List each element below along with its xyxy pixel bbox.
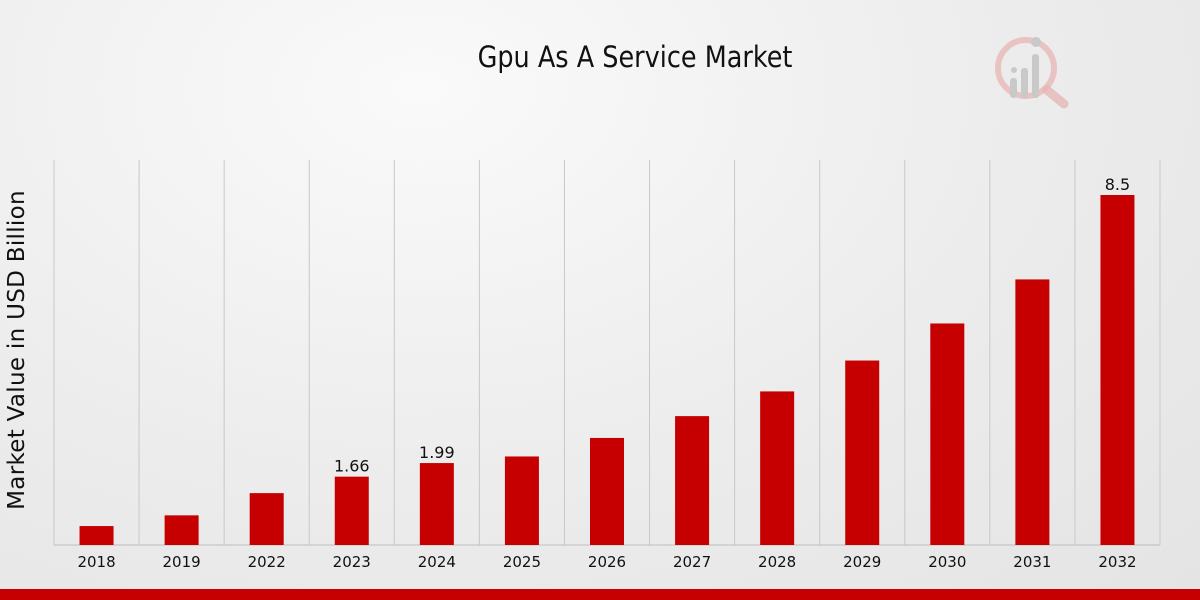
bar-2024	[419, 463, 454, 545]
x-tick-label-2023: 2023	[333, 553, 371, 571]
bar-2031	[1015, 279, 1050, 545]
bar-2025	[504, 456, 539, 545]
data-label-2032: 8.5	[1105, 175, 1130, 194]
bar-2032	[1100, 195, 1135, 545]
data-label-2024: 1.99	[419, 443, 455, 462]
bar-2030	[930, 323, 965, 545]
bottom-accent-bar	[0, 589, 1200, 600]
bar-2018	[79, 526, 114, 545]
data-label-2023: 1.66	[334, 457, 370, 476]
bar-2026	[590, 437, 624, 545]
x-tick-label-2024: 2024	[418, 553, 456, 571]
bar-2022	[249, 493, 284, 545]
bar-2029	[845, 360, 880, 545]
x-tick-label-2029: 2029	[843, 553, 881, 571]
x-tick-label-2019: 2019	[163, 553, 201, 571]
magnifier-bar-chart-icon	[995, 37, 1069, 109]
x-tick-label-2030: 2030	[928, 553, 966, 571]
x-tick-label-2026: 2026	[588, 553, 626, 571]
x-tick-label-2027: 2027	[673, 553, 711, 571]
bar-2027	[675, 416, 710, 545]
chart-title: Gpu As A Service Market	[477, 40, 793, 74]
x-tick-label-2028: 2028	[758, 553, 796, 571]
x-tick-label-2025: 2025	[503, 553, 541, 571]
x-tick-label-2031: 2031	[1013, 553, 1051, 571]
bar-2023	[334, 476, 369, 545]
x-tick-label-2018: 2018	[77, 553, 115, 571]
x-tick-label-2022: 2022	[248, 553, 286, 571]
x-tick-label-2032: 2032	[1098, 553, 1136, 571]
bar-2028	[760, 391, 795, 545]
bar-2019	[164, 515, 199, 545]
